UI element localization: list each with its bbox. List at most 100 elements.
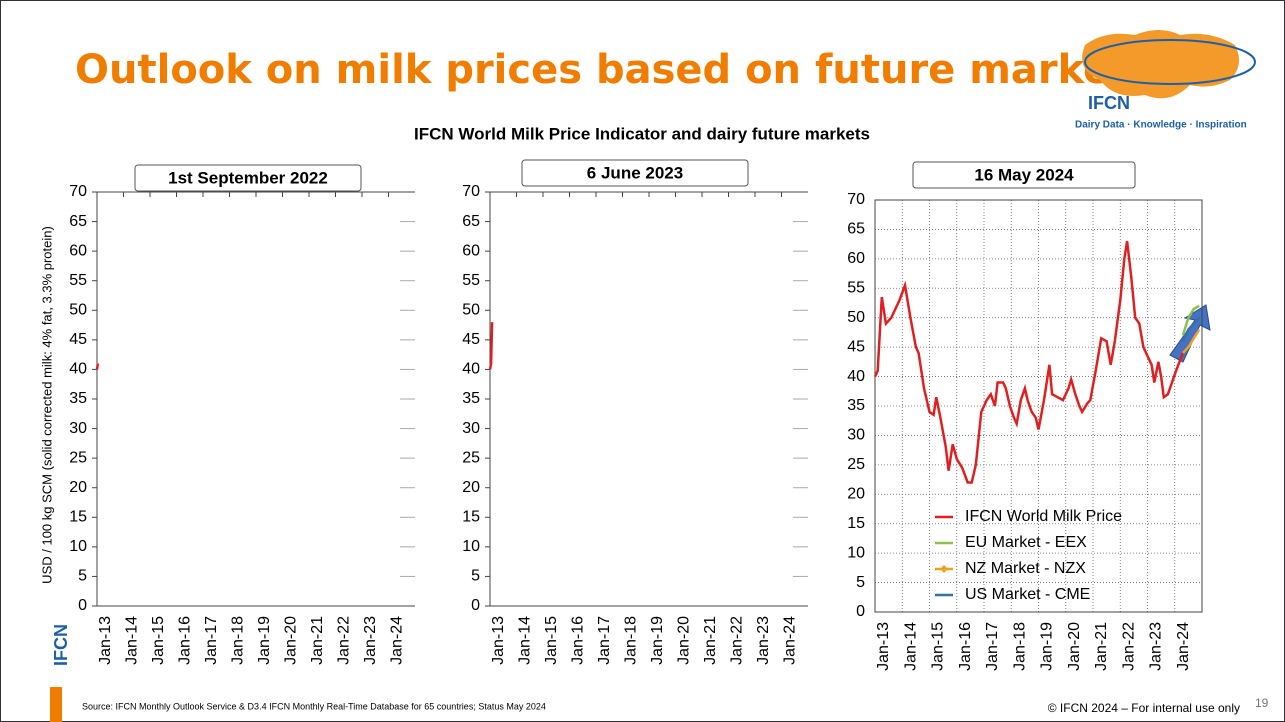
y-tick-label: 10 [69, 538, 87, 555]
x-tick-label: Jan-14 [902, 622, 919, 671]
footer-bar [50, 687, 62, 722]
legend-label: US Market - CME [965, 586, 1090, 603]
source: Source: IFCN Monthly Outlook Service & D… [82, 701, 546, 711]
chart-title: 6 June 2023 [587, 163, 683, 182]
y-tick-label: 0 [471, 597, 480, 614]
x-tick-label: Jan-16 [957, 622, 974, 671]
y-tick-label: 70 [462, 183, 480, 200]
chart-subtitle: IFCN World Milk Price Indicator and dair… [414, 124, 870, 143]
series-line [1181, 328, 1201, 354]
x-tick-label: Jan-13 [875, 622, 892, 671]
series-line [1181, 316, 1201, 342]
y-tick-label: 70 [847, 191, 865, 208]
series-line [488, 322, 494, 370]
x-tick-label: Jan-20 [1066, 622, 1083, 671]
series-line [95, 363, 100, 370]
series-line [1181, 304, 1200, 336]
y-tick-label: 45 [69, 331, 87, 348]
legend-label: NZ Market - NZX [965, 560, 1086, 577]
y-tick-label: 60 [462, 242, 480, 259]
y-tick-label: 35 [847, 397, 865, 414]
x-tick-label: Jan-19 [649, 616, 666, 665]
copyright: © IFCN 2024 – For internal use only [1048, 701, 1240, 715]
legend-label: EU Market - EEX [965, 534, 1087, 551]
y-tick-label: 50 [847, 309, 865, 326]
x-tick-label: Jan-14 [124, 616, 141, 665]
y-tick-label: 15 [69, 509, 87, 526]
logo-text: IFCN [1088, 93, 1130, 113]
y-tick-label: 50 [462, 302, 480, 319]
y-tick-label: 15 [462, 509, 480, 526]
x-tick-label: Jan-18 [1011, 622, 1028, 671]
trend-arrow [1169, 304, 1211, 363]
y-tick-label: 30 [69, 420, 87, 437]
x-tick-label: Jan-13 [490, 616, 507, 665]
x-tick-label: Jan-23 [362, 616, 379, 665]
chart-title: 1st September 2022 [168, 168, 328, 187]
y-tick-label: 65 [462, 213, 480, 230]
x-tick-label: Jan-21 [1093, 622, 1110, 671]
y-tick-label: 55 [462, 272, 480, 289]
y-axis-label: USD / 100 kg SCM (solid corrected milk: … [39, 226, 54, 584]
series-line [873, 241, 1185, 484]
y-tick-label: 65 [847, 221, 865, 238]
y-tick-label: 15 [847, 515, 865, 532]
y-tick-label: 40 [69, 361, 87, 378]
y-tick-label: 10 [847, 544, 865, 561]
x-tick-label: Jan-20 [283, 616, 300, 665]
x-tick-label: Jan-24 [1175, 622, 1192, 671]
chart-title-box [521, 159, 749, 187]
slide-title: Outlook on milk prices based on future m… [75, 47, 1153, 93]
y-tick-label: 20 [847, 486, 865, 503]
x-tick-label: Jan-22 [729, 616, 746, 665]
x-tick-label: Jan-19 [1039, 622, 1056, 671]
x-tick-label: Jan-23 [1148, 622, 1165, 671]
y-tick-label: 10 [462, 538, 480, 555]
y-tick-label: 5 [78, 568, 87, 585]
y-tick-label: 40 [847, 368, 865, 385]
x-tick-label: Jan-15 [543, 616, 560, 665]
y-tick-label: 65 [69, 213, 87, 230]
x-tick-label: Jan-16 [570, 616, 587, 665]
y-tick-label: 25 [69, 449, 87, 466]
y-tick-label: 30 [847, 427, 865, 444]
y-tick-label: 5 [471, 568, 480, 585]
chart-title: 16 May 2024 [974, 165, 1074, 184]
x-tick-label: Jan-22 [1120, 622, 1137, 671]
x-tick-label: Jan-16 [177, 616, 194, 665]
y-tick-label: 25 [847, 456, 865, 473]
x-tick-label: Jan-14 [517, 616, 534, 665]
x-tick-label: Jan-21 [309, 616, 326, 665]
x-tick-label: Jan-21 [702, 616, 719, 665]
legend-marker [940, 565, 948, 573]
y-tick-label: 60 [847, 250, 865, 267]
y-tick-label: 30 [462, 420, 480, 437]
legend-label: IFCN World Milk Price [965, 508, 1122, 525]
x-tick-label: Jan-17 [596, 616, 613, 665]
x-tick-label: Jan-15 [930, 622, 947, 671]
y-tick-label: 35 [462, 390, 480, 407]
logo-tagline: Dairy Data · Knowledge · Inspiration [1075, 120, 1247, 131]
chart-title-box [912, 161, 1136, 189]
x-tick-label: Jan-13 [97, 616, 114, 665]
x-tick-label: Jan-18 [623, 616, 640, 665]
y-tick-label: 5 [856, 574, 865, 591]
y-tick-label: 70 [69, 183, 87, 200]
x-tick-label: Jan-24 [389, 616, 406, 665]
page-number: 19 [1255, 696, 1269, 710]
x-tick-label: Jan-18 [230, 616, 247, 665]
y-tick-label: 35 [69, 390, 87, 407]
y-tick-label: 20 [462, 479, 480, 496]
y-tick-label: 40 [462, 361, 480, 378]
y-tick-label: 55 [847, 280, 865, 297]
y-tick-label: 0 [78, 597, 87, 614]
side-logo: IFCN [51, 624, 71, 666]
y-tick-label: 45 [462, 331, 480, 348]
y-tick-label: 60 [69, 242, 87, 259]
y-tick-label: 55 [69, 272, 87, 289]
y-tick-label: 25 [462, 449, 480, 466]
y-tick-label: 45 [847, 338, 865, 355]
x-tick-label: Jan-20 [676, 616, 693, 665]
